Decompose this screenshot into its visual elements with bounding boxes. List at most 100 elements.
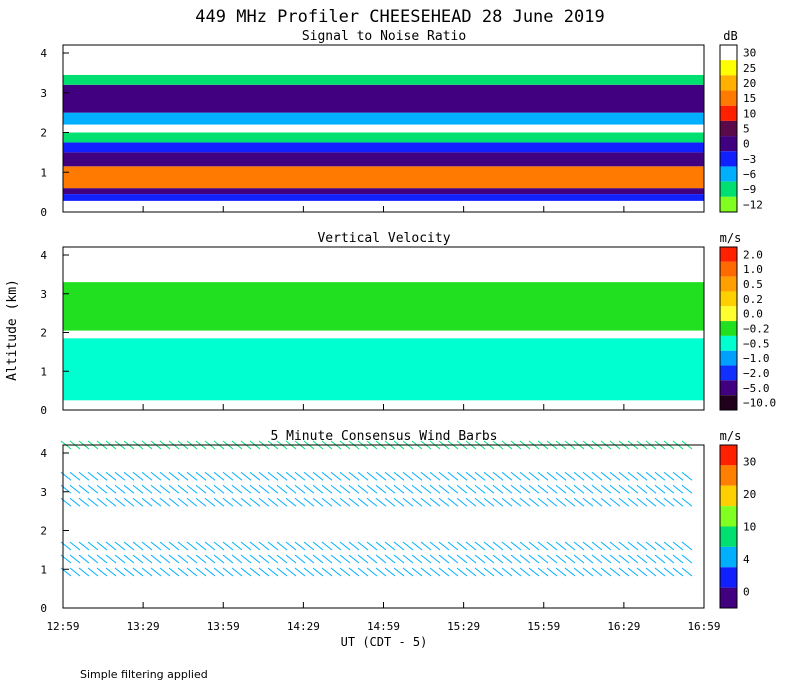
colorbar-label: −2.0 <box>743 367 770 380</box>
wind-barb <box>519 554 531 564</box>
wind-barb <box>555 554 567 564</box>
wind-barb <box>591 567 603 577</box>
wind-barb <box>636 567 648 577</box>
wind-barb <box>420 484 432 494</box>
wind-barb <box>123 541 135 551</box>
wind-barb <box>564 471 576 481</box>
wind-barb <box>429 484 441 494</box>
heatmap-layer <box>63 166 704 189</box>
wind-barb <box>528 541 540 551</box>
wind-barb <box>483 567 495 577</box>
wind-barb <box>636 554 648 564</box>
wind-barb <box>663 484 675 494</box>
wind-barb <box>114 567 126 577</box>
wind-barb <box>177 567 189 577</box>
wind-barb <box>141 541 153 551</box>
wind-barb <box>591 484 603 494</box>
wind-barb <box>240 471 252 481</box>
wind-barb <box>348 567 360 577</box>
wind-barb <box>393 471 405 481</box>
wind-barb <box>240 567 252 577</box>
wind-barb <box>411 541 423 551</box>
colorbar-segment <box>720 365 737 381</box>
wind-barb <box>276 554 288 564</box>
colorbar-segment <box>720 60 737 76</box>
wind-barb <box>384 471 396 481</box>
colorbar-segment <box>720 166 737 182</box>
wind-barb <box>411 497 423 507</box>
wind-barb <box>510 567 522 577</box>
wind-barb <box>618 484 630 494</box>
wind-barb <box>105 484 117 494</box>
y-tick-label: 1 <box>40 563 47 576</box>
wind-barb <box>501 497 513 507</box>
colorbar-label: 20 <box>743 488 756 501</box>
wind-barb <box>69 567 81 577</box>
wind-barb <box>555 567 567 577</box>
wind-barb <box>303 471 315 481</box>
wind-barb <box>474 567 486 577</box>
colorbar-segment <box>720 526 737 547</box>
wind-barb <box>447 554 459 564</box>
y-tick-label: 0 <box>40 602 47 615</box>
wind-barb <box>618 554 630 564</box>
wind-barb <box>465 541 477 551</box>
wind-barb <box>195 471 207 481</box>
colorbar-label: 0.5 <box>743 278 763 291</box>
wind-barb <box>339 484 351 494</box>
wind-barb <box>528 484 540 494</box>
wind-barb <box>105 471 117 481</box>
wind-barb <box>645 471 657 481</box>
wind-barb <box>276 471 288 481</box>
wind-barb <box>276 567 288 577</box>
wind-barb <box>465 497 477 507</box>
wind-barb <box>519 497 531 507</box>
wind-barb <box>636 541 648 551</box>
wind-barb <box>447 567 459 577</box>
wind-barb <box>582 484 594 494</box>
wind-barb <box>96 484 108 494</box>
wind-barb <box>456 554 468 564</box>
wind-barb <box>285 567 297 577</box>
wind-barb <box>258 497 270 507</box>
wind-barb <box>339 497 351 507</box>
wind-barb <box>294 471 306 481</box>
wind-barb <box>411 554 423 564</box>
wind-barb <box>366 541 378 551</box>
wind-barb <box>366 554 378 564</box>
y-tick-label: 0 <box>40 404 47 417</box>
wind-barb <box>78 567 90 577</box>
wind-barb <box>330 471 342 481</box>
wind-barb <box>402 567 414 577</box>
wind-barb <box>321 484 333 494</box>
wind-barb <box>609 471 621 481</box>
wind-barb <box>168 497 180 507</box>
wind-barb <box>267 484 279 494</box>
wind-barb <box>132 484 144 494</box>
wind-barb <box>429 497 441 507</box>
wind-barb <box>393 541 405 551</box>
wind-barb <box>375 554 387 564</box>
wind-barb <box>141 567 153 577</box>
wind-barb <box>474 484 486 494</box>
x-tick-label: 14:29 <box>287 620 320 633</box>
wind-barb <box>456 497 468 507</box>
x-tick-label: 13:29 <box>127 620 160 633</box>
wind-barb <box>618 541 630 551</box>
heatmap-layer <box>63 112 704 125</box>
wind-barb <box>465 567 477 577</box>
wind-barb <box>168 471 180 481</box>
wind-barb <box>114 497 126 507</box>
wind-barb <box>267 567 279 577</box>
wind-barb <box>87 484 99 494</box>
wind-barb <box>132 497 144 507</box>
wind-barb <box>456 541 468 551</box>
wind-barb <box>330 567 342 577</box>
wind-barb <box>249 541 261 551</box>
wind-barb <box>654 567 666 577</box>
wind-barb <box>681 497 693 507</box>
wind-barb <box>501 471 513 481</box>
colorbar-segment <box>720 247 737 262</box>
wind-barb <box>555 471 567 481</box>
wind-barb <box>438 554 450 564</box>
